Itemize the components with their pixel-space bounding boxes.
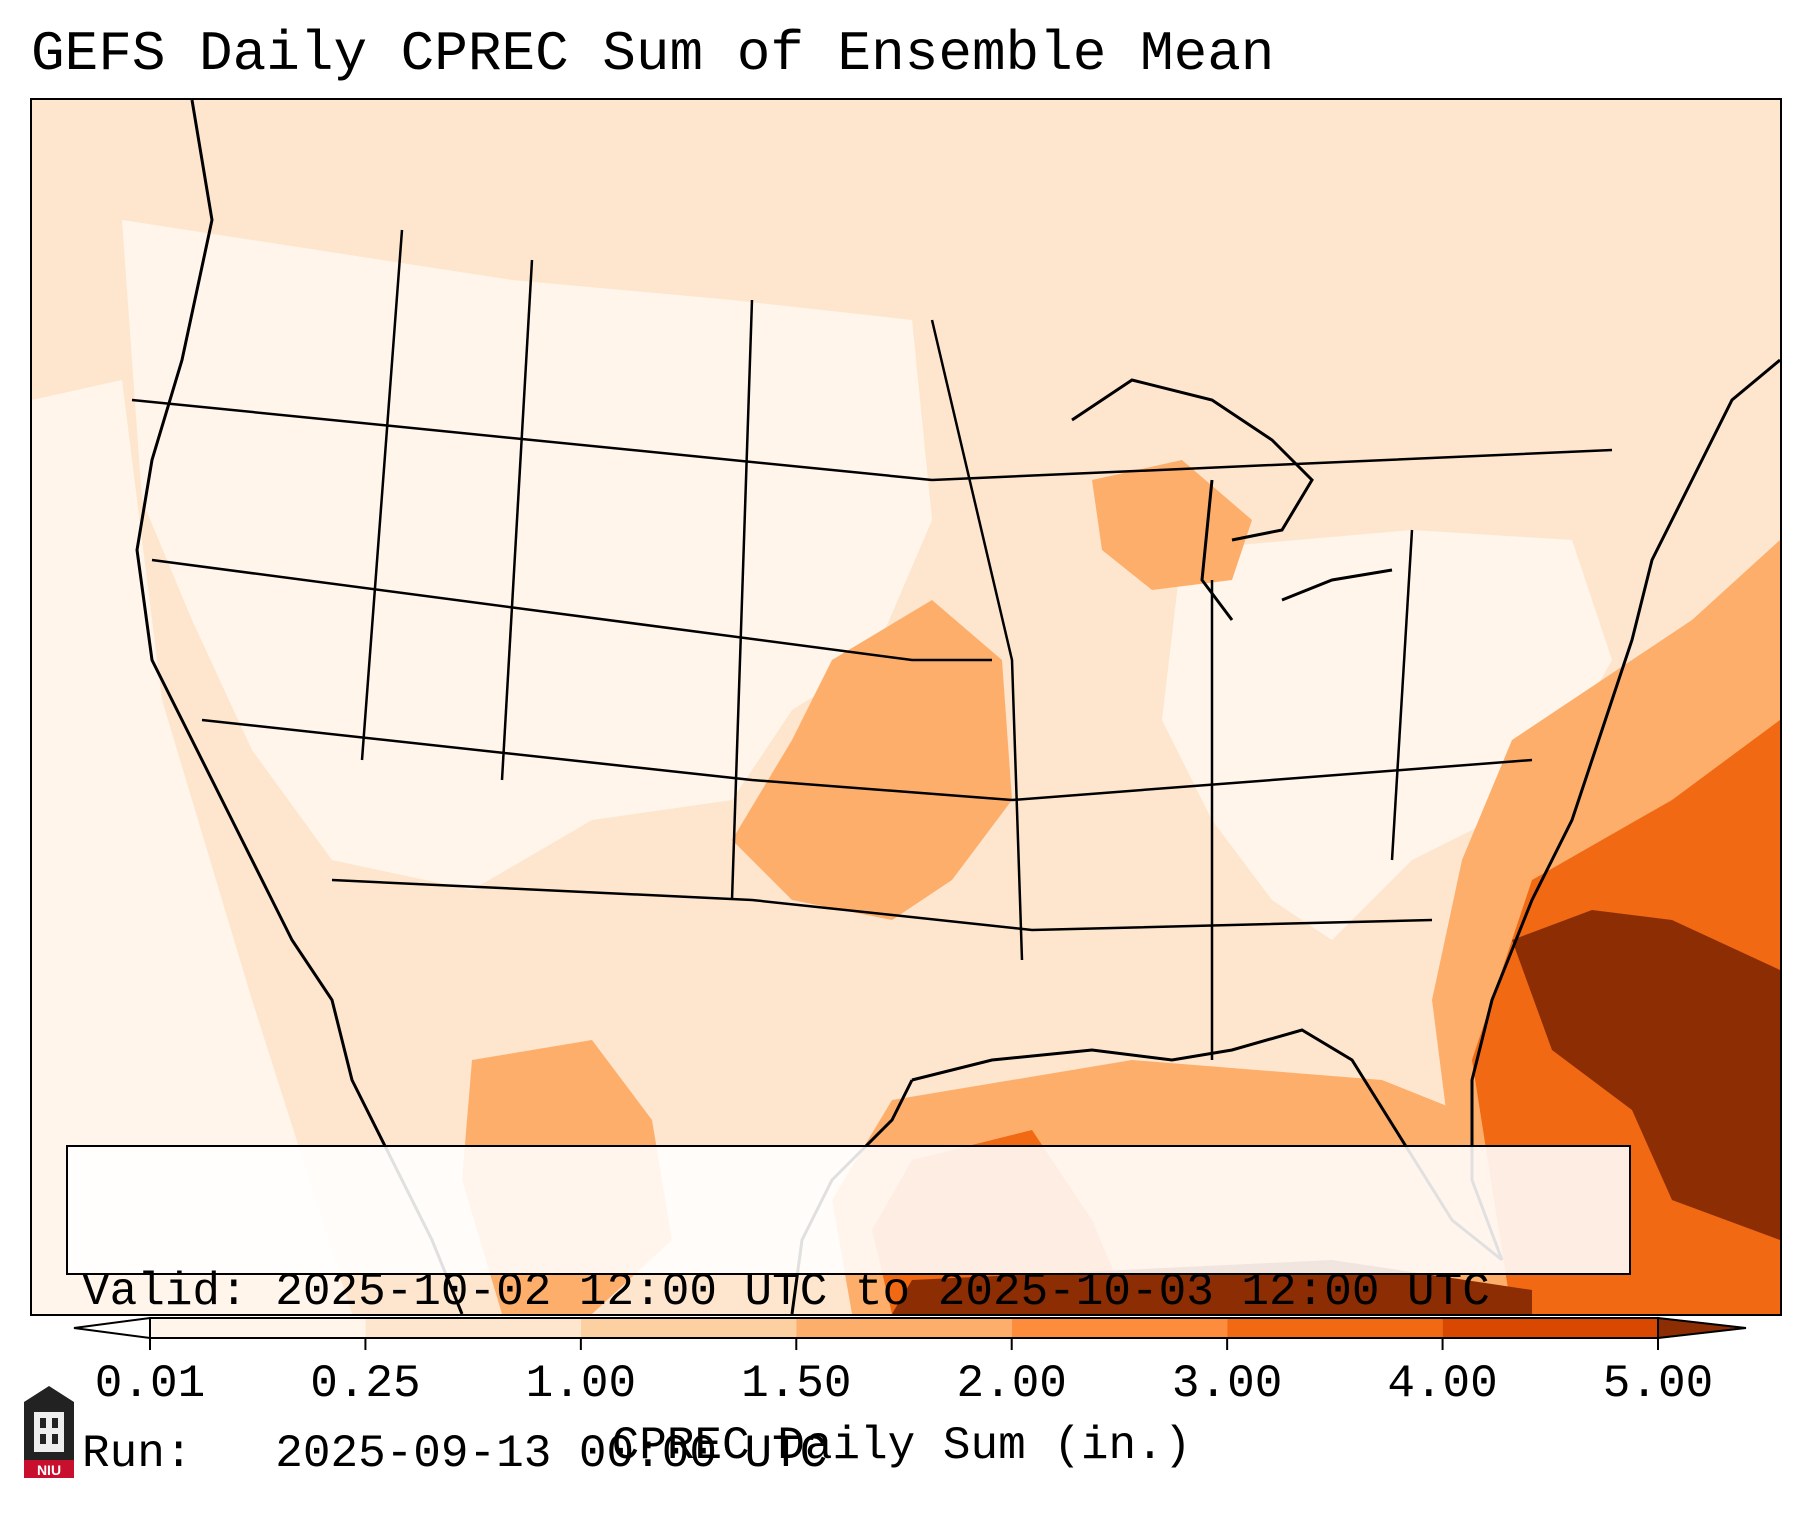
colorbar-segment (1442, 1318, 1658, 1338)
valid-label: Valid: (82, 1266, 248, 1318)
colorbar-label: CPREC Daily Sum (in.) (611, 1420, 1192, 1472)
colorbar-segment (150, 1318, 366, 1338)
colorbar-over-arrow (1657, 1316, 1747, 1340)
colorbar-segment (796, 1318, 1012, 1338)
precip-region-mid-plains (732, 600, 1012, 920)
colorbar-tick-label: 3.00 (1171, 1358, 1283, 1410)
precipitation-map (30, 98, 1782, 1316)
logo-building (34, 1412, 64, 1452)
colorbar-under-arrow (73, 1316, 151, 1340)
state-borders (131, 229, 1613, 1060)
colorbar-frame (149, 1317, 1659, 1339)
colorbar-tick-label: 2.00 (956, 1358, 1067, 1410)
run-row: Run: 2025-09-13 00:00 UTC (82, 1427, 1615, 1481)
precip-region-light-ocean-west (32, 380, 352, 1314)
run-label: Run: (82, 1428, 193, 1480)
precip-region-light (122, 220, 932, 890)
logo-text: NIU (37, 1462, 61, 1478)
great-lakes (1071, 378, 1393, 621)
colorbar-tick-label: 0.25 (310, 1358, 421, 1410)
logo-banner (24, 1460, 74, 1478)
colorbar-segment (1227, 1318, 1443, 1338)
colorbar-tick-label: 5.00 (1602, 1358, 1714, 1410)
colorbar-segment (1011, 1318, 1228, 1338)
niu-logo: NIU (24, 1386, 74, 1478)
map-canvas (32, 100, 1780, 1314)
map-title: GEFS Daily CPREC Sum of Ensemble Mean (31, 22, 1275, 86)
colorbar-tick-label: 1.00 (525, 1358, 637, 1410)
colorbar-segment (580, 1318, 797, 1338)
colorbar-segment (365, 1318, 581, 1338)
valid-row: Valid: 2025-10-02 12:00 UTC to 2025-10-0… (82, 1265, 1615, 1319)
valid-value: 2025-10-02 12:00 UTC to 2025-10-03 12:00… (275, 1266, 1490, 1318)
colorbar-tick-label: 4.00 (1387, 1358, 1498, 1410)
colorbar-tick-label: 1.50 (741, 1358, 852, 1410)
run-value: 2025-09-13 00:00 UTC (275, 1428, 828, 1480)
run-info-box: Valid: 2025-10-02 12:00 UTC to 2025-10-0… (66, 1145, 1631, 1480)
colorbar-tick-label: 0.01 (94, 1358, 206, 1410)
precip-region-light-east (1162, 530, 1612, 940)
precip-region-max-atlantic (1512, 910, 1780, 1240)
colorbar (73, 1316, 1747, 1350)
